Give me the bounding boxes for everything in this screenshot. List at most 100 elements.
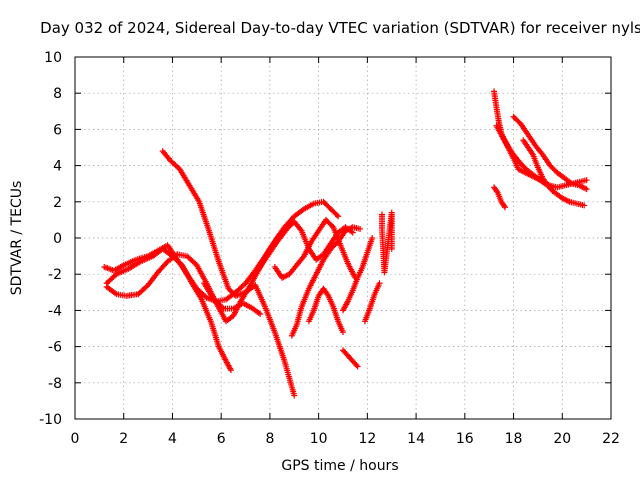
series-track-17 [491, 184, 509, 211]
data-trace-markers [280, 271, 291, 281]
x-tick-label: 20 [553, 431, 571, 447]
data-point [354, 363, 361, 370]
data-point [388, 245, 395, 252]
data-trace-markers [540, 153, 553, 168]
series-track-5 [201, 280, 264, 318]
data-trace-markers [511, 157, 521, 171]
data-trace-markers [216, 260, 231, 290]
data-trace-markers [314, 258, 326, 276]
data-trace-markers [301, 240, 314, 258]
x-tick-label: 0 [71, 431, 80, 447]
data-trace-markers [112, 263, 126, 273]
y-tick-label: -10 [39, 412, 62, 428]
y-tick-label: -6 [48, 340, 62, 356]
data-trace-markers [533, 144, 545, 157]
data-trace-markers [575, 201, 586, 208]
y-tick-label: 8 [53, 86, 62, 102]
data-trace-markers [491, 185, 500, 195]
data-point [257, 311, 264, 318]
data-trace-markers [306, 272, 319, 291]
data-trace-markers [494, 124, 504, 137]
data-trace-markers [208, 321, 222, 348]
y-tick-label: 10 [44, 50, 62, 66]
x-tick-label: 4 [168, 431, 177, 447]
data-trace-markers [330, 305, 341, 323]
data-trace-markers [493, 106, 502, 124]
y-tick-label: -8 [48, 376, 62, 392]
data-trace-markers [362, 307, 373, 323]
data-trace-markers [102, 264, 116, 273]
data-trace-markers [202, 281, 216, 301]
y-tick-label: 2 [53, 195, 62, 211]
data-trace-markers [336, 229, 348, 244]
y-tick-label: 0 [53, 231, 62, 247]
data-point [549, 187, 556, 194]
series-track-12 [361, 280, 383, 325]
data-trace-markers [292, 220, 304, 233]
data-trace-markers [350, 276, 360, 292]
data-trace-markers [282, 214, 297, 229]
series-track-10 [340, 235, 376, 314]
x-tick-label: 12 [358, 431, 376, 447]
data-trace-markers [540, 176, 550, 188]
data-trace-markers [160, 149, 172, 162]
data-trace-markers [518, 122, 531, 137]
data-trace-markers [524, 170, 535, 179]
data-trace-markers [499, 133, 509, 146]
data-trace-markers [265, 240, 280, 258]
data-trace-markers [309, 229, 321, 244]
data-point [369, 235, 376, 241]
data-trace-markers [216, 345, 229, 363]
data-trace-markers [531, 174, 542, 183]
data-trace-markers [548, 163, 560, 175]
data-trace-markers [519, 161, 530, 173]
data-trace-markers [243, 269, 258, 285]
data-trace-markers [495, 191, 504, 203]
x-tick-label: 6 [217, 431, 226, 447]
data-trace-markers [185, 254, 199, 267]
data-trace-markers [287, 263, 299, 276]
data-point [335, 213, 342, 220]
data-trace-markers [345, 261, 358, 280]
data-trace-markers [555, 170, 567, 181]
data-trace-markers [177, 167, 192, 187]
y-tick-label: -2 [48, 267, 62, 283]
data-trace-markers [577, 183, 589, 192]
data-trace-markers [329, 239, 340, 251]
data-trace-markers [511, 114, 523, 126]
data-trace-markers [196, 200, 212, 232]
data-trace-markers [251, 306, 262, 316]
data-trace-markers [224, 290, 238, 302]
data-trace-markers [255, 254, 270, 272]
data-trace-markers [499, 200, 508, 209]
data-trace-markers [212, 297, 226, 311]
data-trace-markers [341, 348, 350, 358]
y-tick-labels: -10 -8 -6 -4 -2 0 2 4 6 8 10 [39, 50, 62, 428]
data-trace-markers [199, 298, 214, 325]
data-trace-markers [372, 282, 382, 296]
data-trace-markers [526, 145, 536, 157]
data-trace-markers [292, 207, 306, 219]
data-trace-markers [224, 313, 235, 324]
series-track-9 [305, 285, 346, 336]
data-trace-markers [329, 207, 340, 219]
data-trace-markers [206, 229, 222, 263]
data-trace-markers [340, 299, 351, 312]
data-point [583, 186, 590, 193]
data-trace-markers [535, 166, 545, 180]
data-trace-markers [195, 286, 209, 300]
data-point [349, 229, 356, 236]
data-trace-markers [345, 289, 355, 303]
x-tick-label: 18 [505, 431, 523, 447]
data-trace-markers [187, 184, 202, 204]
data-trace-markers [526, 133, 538, 148]
x-tick-label: 22 [602, 431, 620, 447]
data-trace-markers [563, 181, 574, 189]
y-tick-label: 6 [53, 122, 62, 138]
chart-title: Day 032 of 2024, Sidereal Day-to-day VTE… [40, 19, 640, 37]
data-trace-markers [299, 287, 312, 308]
data-trace-markers [314, 252, 326, 262]
data-trace-markers [306, 309, 316, 323]
data-trace-markers [272, 265, 285, 280]
